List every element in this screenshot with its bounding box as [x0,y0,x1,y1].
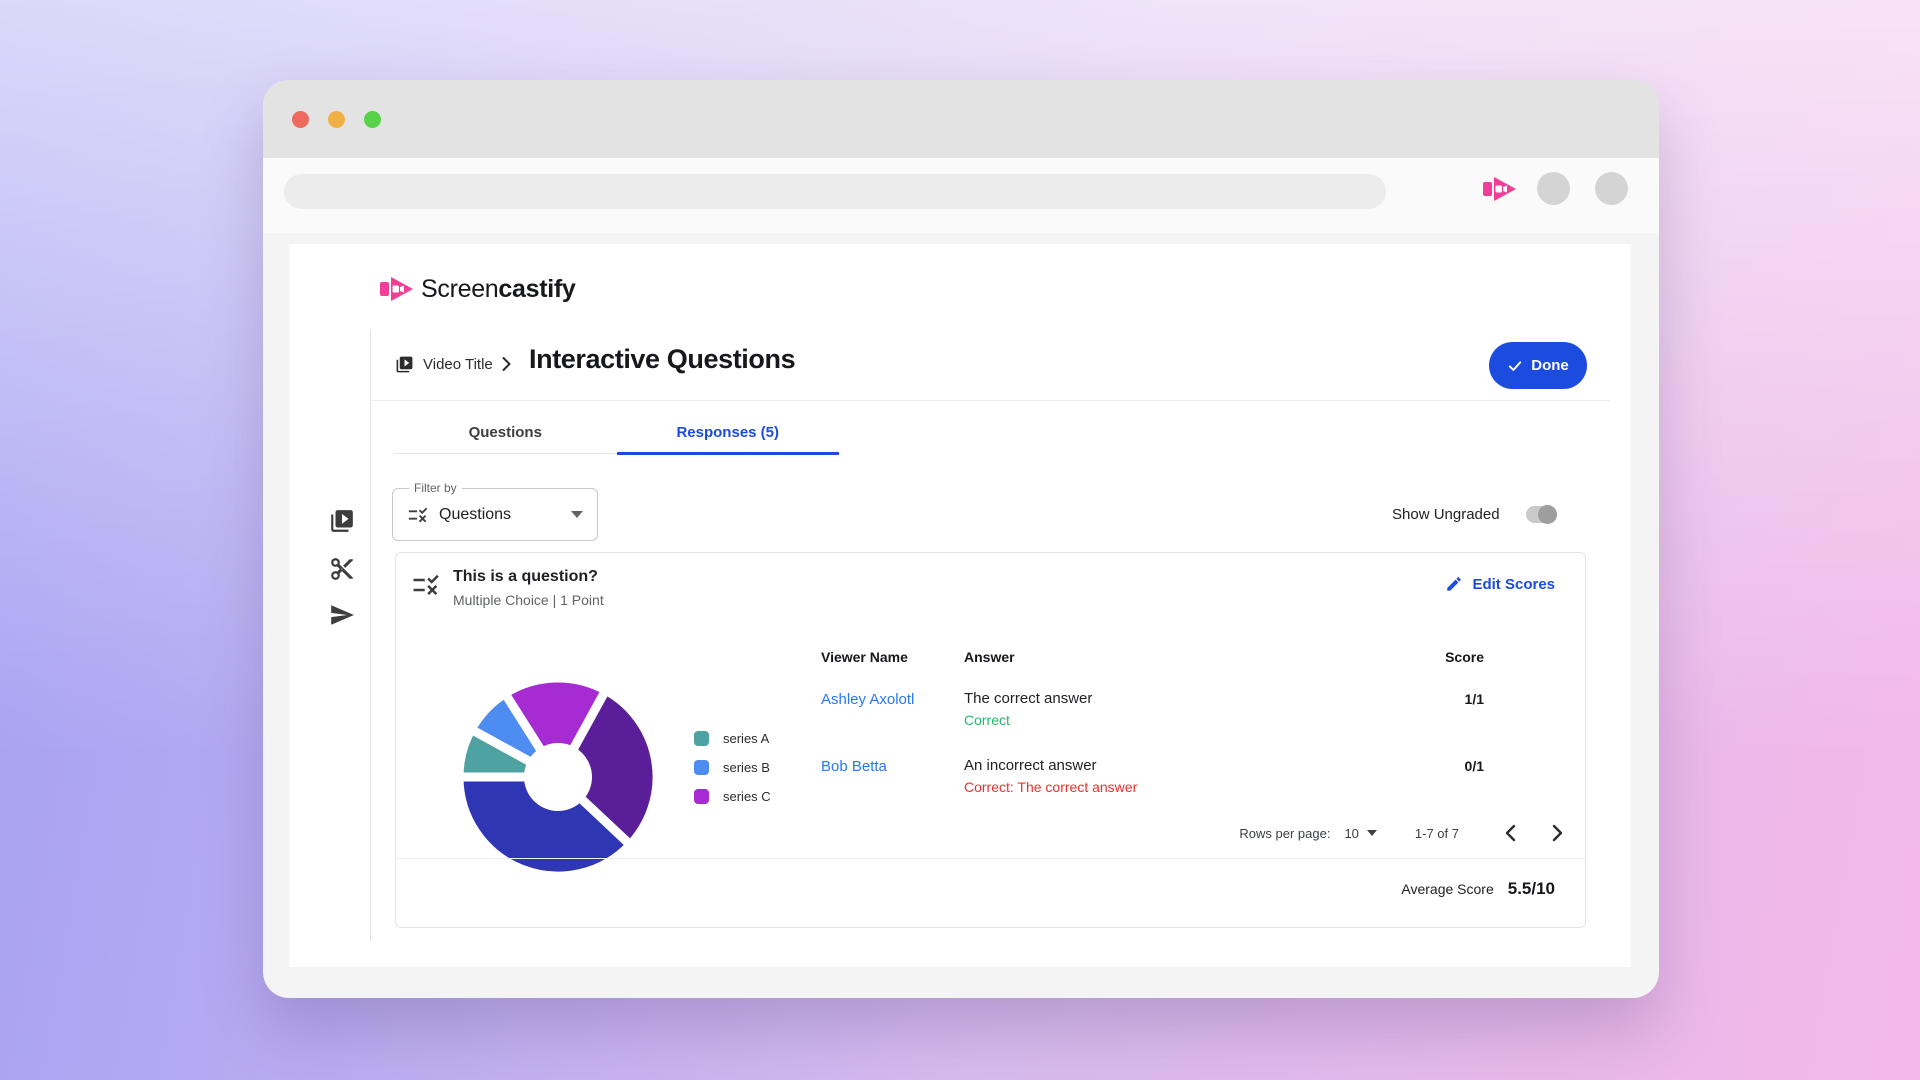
legend-swatch [694,731,709,746]
chevron-down-icon [571,511,583,518]
scissors-icon[interactable] [329,556,355,582]
legend-item: series C [694,789,771,804]
chart-legend: series A series B series C [694,731,771,818]
question-title: This is a question? [453,568,598,585]
browser-menu-button[interactable] [1595,172,1628,205]
send-icon[interactable] [329,602,355,628]
score-value: 0/1 [1464,758,1484,774]
answer-text: The correct answer [964,690,1093,707]
breadcrumb[interactable]: Video Title [395,346,511,382]
table-pagination: Rows per page: 10 1-7 of 7 [1239,817,1569,849]
edit-scores-button[interactable]: Edit Scores [1445,575,1555,593]
legend-swatch [694,789,709,804]
legend-item: series A [694,731,771,746]
viewer-name-link[interactable]: Ashley Axolotl [821,691,915,708]
show-ungraded-control: Show Ungraded [1392,505,1557,524]
pagination-range: 1-7 of 7 [1414,825,1459,841]
score-value: 1/1 [1464,691,1484,707]
done-button-label: Done [1531,357,1569,374]
traffic-light-minimize-button[interactable] [328,111,345,128]
responses-donut-chart [454,673,662,881]
legend-item: series B [694,760,771,775]
window-titlebar [263,80,1659,158]
column-header-viewer: Viewer Name [821,649,908,665]
profile-avatar[interactable] [1537,172,1570,205]
card-divider [396,858,1585,859]
answer-text: An incorrect answer [964,757,1097,774]
page-content: Screencastify Video Title In [289,244,1631,967]
left-divider [370,330,371,940]
video-title-icon [396,356,413,372]
pencil-icon [1447,577,1462,591]
traffic-light-zoom-button[interactable] [364,111,381,128]
traffic-light-close-button[interactable] [292,111,309,128]
show-ungraded-toggle[interactable] [1525,505,1557,524]
breadcrumb-label: Video Title [423,355,493,373]
donut-chart-svg [454,673,662,881]
rows-per-page-label: Rows per page: [1239,825,1331,841]
answer-note: Correct: The correct answer [964,779,1138,795]
chevron-down-icon [1366,830,1377,836]
column-header-score: Score [1445,649,1484,665]
average-score: Average Score 5.5/10 [1401,879,1555,899]
answer-note: Correct [964,712,1010,728]
filter-selected-value: Questions [439,505,512,523]
tab-responses[interactable]: Responses (5) [616,412,840,455]
legend-label: series A [723,731,770,746]
edit-scores-label: Edit Scores [1472,575,1555,593]
screencastify-logo-icon [380,277,413,301]
question-card: This is a question? Multiple Choice | 1 … [395,552,1586,928]
address-bar[interactable] [284,174,1386,209]
question-meta: Multiple Choice | 1 Point [453,592,604,608]
tab-questions[interactable]: Questions [468,424,542,441]
chevron-right-icon [502,357,511,371]
average-score-value: 5.5/10 [1507,879,1555,898]
browser-window: Screencastify Video Title In [263,80,1659,998]
browser-toolbar [263,158,1659,233]
legend-label: series C [723,789,771,804]
next-page-button[interactable] [1545,821,1569,845]
viewer-name-link[interactable]: Bob Betta [821,758,887,775]
header-divider [370,400,1610,401]
quiz-rule-icon [413,574,439,595]
filter-by-dropdown[interactable]: Filter by Questions [392,481,598,541]
page-title: Interactive Questions [529,344,796,374]
done-button[interactable]: Done [1489,342,1587,389]
legend-label: series B [723,760,770,775]
screencastify-logo: Screencastify [380,274,576,304]
check-icon [1509,360,1522,371]
rows-per-page-value: 10 [1344,825,1359,841]
tab-bar: Questions Responses (5) [394,412,840,455]
screencastify-extension-icon[interactable] [1483,173,1517,205]
toggle-thumb [1537,505,1557,524]
average-score-label: Average Score [1401,881,1494,897]
column-header-answer: Answer [964,649,1015,665]
quiz-rule-icon [408,507,428,522]
legend-swatch [694,760,709,775]
filter-by-label: Filter by [409,481,462,495]
video-library-icon[interactable] [329,508,355,534]
rows-per-page-select[interactable]: 10 [1344,825,1377,841]
show-ungraded-label: Show Ungraded [1392,506,1500,523]
previous-page-button[interactable] [1499,821,1523,845]
logo-wordmark: Screencastify [421,274,576,303]
